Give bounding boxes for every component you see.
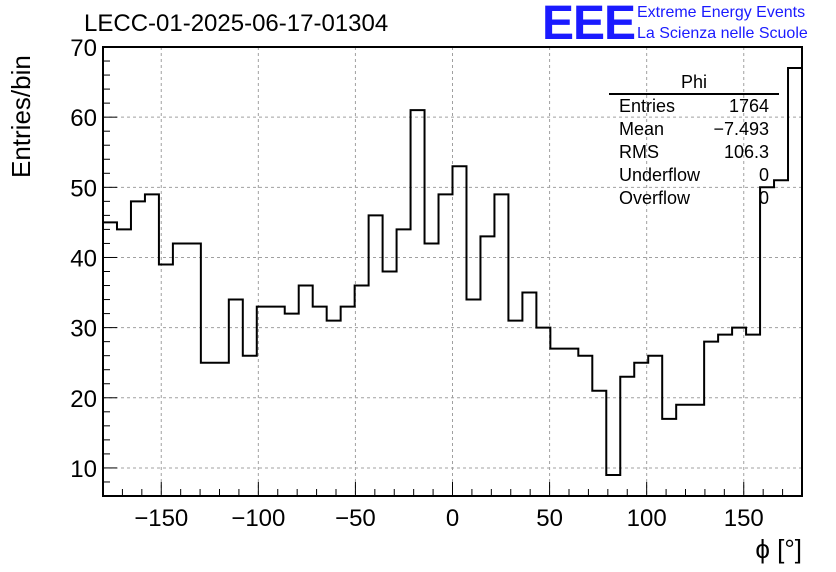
stats-box: Phi Entries 1764 Mean −7.493 RMS 106.3 U…: [609, 72, 779, 210]
y-axis-label: Entries/bin: [6, 55, 36, 178]
stats-row-entries: Entries 1764: [609, 95, 779, 118]
y-tick-label: 40: [70, 245, 97, 272]
stats-value: 1764: [728, 96, 769, 116]
stats-row-overflow: Overflow 0: [609, 187, 779, 210]
stats-value: 0: [758, 188, 769, 208]
x-tick-label: −100: [231, 505, 285, 532]
y-tick-label: 60: [70, 105, 97, 132]
stats-row-mean: Mean −7.493: [609, 118, 779, 141]
x-tick-label: 0: [446, 505, 459, 532]
y-tick-label: 10: [70, 456, 97, 483]
stats-value: 106.3: [723, 142, 769, 162]
y-tick-label: 50: [70, 175, 97, 202]
eee-logo: EEE: [542, 0, 636, 50]
tick-marks: [102, 46, 803, 497]
logo-line-1: Extreme Energy Events: [637, 4, 806, 21]
stats-row-underflow: Underflow 0: [609, 164, 779, 187]
logo-line-2: La Scienza nelle Scuole: [637, 25, 808, 42]
stats-label: Overflow: [619, 188, 691, 208]
y-tick-label: 70: [70, 35, 97, 62]
x-tick-label: 100: [627, 505, 667, 532]
stats-label: RMS: [619, 142, 659, 162]
stats-label: Underflow: [619, 165, 701, 185]
stats-value: −7.493: [713, 119, 769, 139]
x-tick-label: −50: [335, 505, 376, 532]
y-tick-label: 30: [70, 316, 97, 343]
chart-title: LECC-01-2025-06-17-01304: [84, 10, 389, 37]
x-tick-label: 150: [724, 505, 764, 532]
x-tick-label: 50: [536, 505, 563, 532]
tick-labels: −150 −100 −50 0 50 100 150 10 20 30 40 50 60 70: [70, 35, 763, 532]
stats-title: Phi: [609, 72, 779, 95]
x-tick-label: −150: [134, 505, 188, 532]
stats-label: Mean: [619, 119, 665, 139]
stats-label: Entries: [619, 96, 676, 116]
histogram-series: [103, 67, 802, 476]
x-axis-label: ϕ [°]: [755, 534, 802, 564]
y-tick-label: 20: [70, 386, 97, 413]
stats-value: 0: [758, 165, 769, 185]
stats-row-rms: RMS 106.3: [609, 141, 779, 164]
